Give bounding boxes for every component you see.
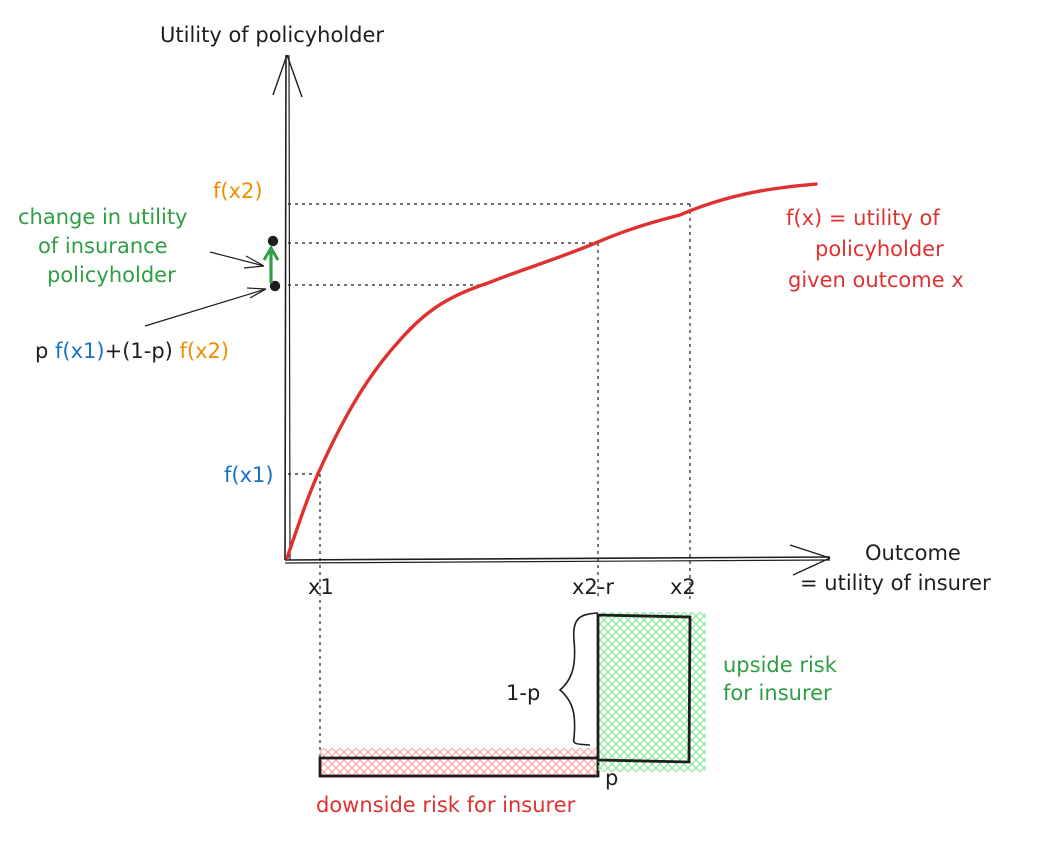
y-axis-label: Utility of policyholder	[160, 23, 384, 47]
brace-1-minus-p	[558, 612, 599, 746]
downside-label: downside risk for insurer	[316, 793, 576, 817]
expected-mid: +(1-p)	[105, 339, 180, 363]
x-axis-label-line2: = utility of insurer	[800, 571, 991, 595]
x-axis	[284, 544, 831, 576]
change-label-line1: change in utility	[18, 205, 188, 229]
curve-label-line3: given outcome x	[788, 268, 964, 292]
utility-curve	[285, 182, 818, 560]
p-label: p	[605, 766, 618, 790]
downside-hatch	[320, 748, 598, 778]
expected-utility-label: p f(x1)+(1-p) f(x2)	[35, 339, 229, 363]
x-axis-label-line1: Outcome	[865, 541, 961, 565]
expected-fx2: f(x2)	[180, 339, 230, 363]
tick-x2: x2	[670, 575, 696, 599]
brace-label: 1-p	[506, 681, 540, 705]
expected-fx1: f(x1)	[55, 339, 105, 363]
y-axis	[272, 54, 303, 561]
dot-lower	[269, 280, 281, 292]
curve-label-line1: f(x) = utility of	[786, 206, 940, 230]
label-fx1: f(x1)	[224, 463, 274, 487]
label-fx2: f(x2)	[213, 179, 263, 203]
upside-label-line1: upside risk	[723, 653, 838, 677]
change-arrow	[262, 245, 280, 283]
upside-label-line2: for insurer	[723, 681, 832, 705]
upside-box	[596, 613, 692, 764]
curve-label-line2: policyholder	[815, 237, 944, 261]
change-label-line3: policyholder	[47, 263, 176, 287]
dot-upper	[267, 235, 279, 247]
tick-x1: x1	[308, 575, 334, 599]
tick-x2-minus-r: x2-r	[572, 575, 614, 599]
guide-lines	[288, 203, 691, 762]
change-label-line2: of insurance	[38, 234, 168, 258]
pointer-arrow-change	[209, 251, 265, 269]
expected-p: p	[35, 339, 55, 363]
pointer-arrow-expected	[144, 287, 267, 327]
